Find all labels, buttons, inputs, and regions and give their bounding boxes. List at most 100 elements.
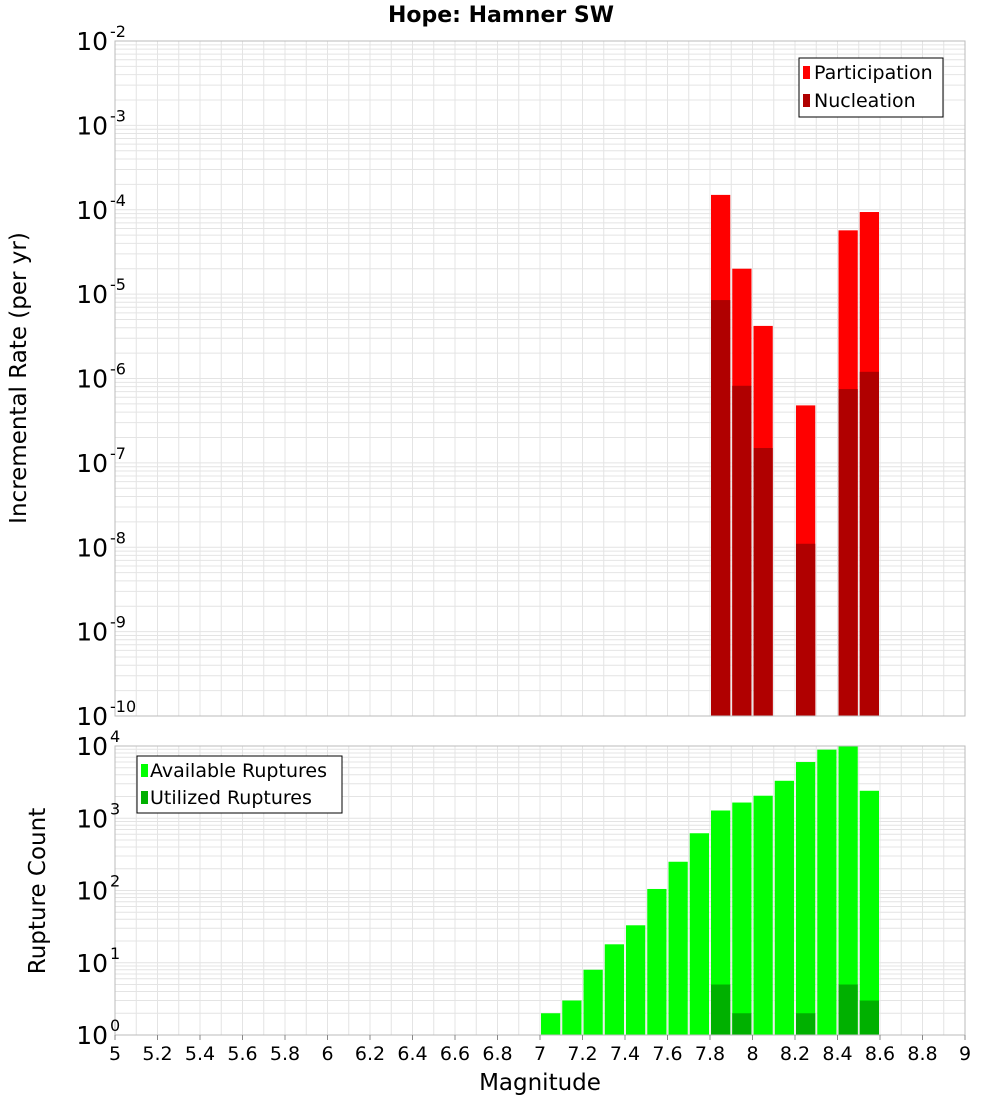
rate-y-tick-base: 10 (76, 196, 108, 225)
utilized-ruptures-bar (732, 1013, 752, 1035)
available-ruptures-bar (732, 802, 752, 1035)
rate-y-tick-base: 10 (76, 702, 108, 731)
available-ruptures-bar (604, 944, 624, 1035)
rate-y-tick-base: 10 (76, 533, 108, 562)
rate-y-tick-exponent: -3 (110, 106, 126, 125)
x-tick-label: 8.4 (822, 1043, 852, 1065)
available-ruptures-bar (647, 888, 667, 1035)
utilized-ruptures-bar (796, 1013, 816, 1035)
x-tick-label: 7.6 (652, 1043, 682, 1065)
count-legend-box (136, 755, 343, 814)
count-y-tick-base: 10 (76, 877, 108, 906)
count-y-tick-exponent: 4 (110, 727, 120, 746)
x-tick-label: 8 (746, 1043, 758, 1065)
count-y-tick-exponent: 1 (110, 944, 120, 963)
x-tick-label: 8.8 (907, 1043, 937, 1065)
count-y-tick-base: 10 (76, 949, 108, 978)
x-tick-label: 7 (534, 1043, 546, 1065)
available-ruptures-bar (668, 861, 688, 1035)
count-grid (114, 746, 966, 1036)
utilized-legend-swatch (141, 791, 148, 804)
rate-y-tick-base: 10 (76, 280, 108, 309)
chart-title: Hope: Hamner SW (388, 3, 614, 28)
rate-plot-frame (114, 40, 966, 717)
rate-y-tick-exponent: -2 (110, 22, 126, 41)
available-legend-swatch (141, 764, 148, 777)
magnitude-x-ticks: 5 5.2 5.4 5.6 5.8 6 6.2 6.4 6.6 6.8 7 7.2 7.4 7.6 7.8 8… (109, 1035, 971, 1065)
count-y-tick-exponent: 3 (110, 799, 120, 818)
x-tick-label: 5 (109, 1043, 121, 1065)
nucleation-bar (838, 389, 858, 716)
available-ruptures-bar (541, 1013, 561, 1035)
participation-legend-swatch (803, 66, 810, 79)
available-ruptures-bar (774, 780, 794, 1035)
rate-legend: Participation Nucleation (798, 57, 944, 118)
rate-y-tick-base: 10 (76, 111, 108, 140)
rate-y-axis-label: Incremental Rate (per yr) (6, 232, 32, 524)
available-ruptures-bar (626, 925, 646, 1035)
rate-y-tick-base: 10 (76, 365, 108, 394)
nucleation-bar (711, 300, 731, 716)
available-ruptures-bar (562, 1000, 582, 1035)
count-legend: Available Ruptures Utilized Ruptures (136, 755, 343, 814)
available-ruptures-bar (689, 833, 709, 1035)
x-axis-label: Magnitude (479, 1070, 601, 1096)
rate-bars (711, 194, 879, 716)
rate-legend-box (798, 57, 944, 118)
rate-y-tick-exponent: -7 (110, 444, 126, 463)
available-ruptures-bar (817, 749, 837, 1035)
rate-y-tick-base: 10 (76, 27, 108, 56)
utilized-ruptures-bar (859, 1000, 879, 1035)
nucleation-bar (753, 448, 773, 716)
x-tick-label: 6.4 (397, 1043, 427, 1065)
count-y-axis-label: Rupture Count (25, 808, 51, 974)
available-ruptures-bar (753, 795, 773, 1035)
x-tick-label: 6.2 (355, 1043, 385, 1065)
participation-legend-label: Participation (814, 62, 933, 84)
count-bars (541, 746, 879, 1035)
x-tick-label: 8.6 (865, 1043, 895, 1065)
x-tick-label: 6.6 (440, 1043, 470, 1065)
rate-y-tick-exponent: -8 (110, 528, 126, 547)
available-ruptures-bar (859, 790, 879, 1035)
x-tick-label: 5.8 (270, 1043, 300, 1065)
count-y-tick-exponent: 2 (110, 872, 120, 891)
rate-y-tick-exponent: -6 (110, 360, 126, 379)
nucleation-bar (859, 371, 879, 716)
x-tick-label: 7.2 (567, 1043, 597, 1065)
nucleation-bar (732, 385, 752, 716)
x-tick-label: 7.8 (695, 1043, 725, 1065)
nucleation-legend-label: Nucleation (814, 90, 916, 112)
rate-y-tick-exponent: -10 (110, 697, 136, 716)
count-y-tick-base: 10 (76, 804, 108, 833)
x-tick-label: 5.6 (227, 1043, 257, 1065)
available-legend-label: Available Ruptures (150, 760, 327, 782)
rate-y-tick-base: 10 (76, 449, 108, 478)
available-ruptures-bar (711, 810, 731, 1035)
x-tick-label: 9 (959, 1043, 971, 1065)
utilized-legend-label: Utilized Ruptures (150, 787, 312, 809)
x-tick-label: 6 (321, 1043, 333, 1065)
nucleation-legend-swatch (803, 94, 810, 107)
rate-y-tick-exponent: -5 (110, 275, 126, 294)
rate-y-tick-base: 10 (76, 618, 108, 647)
x-tick-label: 6.8 (482, 1043, 512, 1065)
rate-y-tick-exponent: -9 (110, 613, 126, 632)
available-ruptures-bar (796, 762, 816, 1035)
rate-y-tick-exponent: -4 (110, 191, 126, 210)
x-tick-label: 8.2 (780, 1043, 810, 1065)
x-tick-label: 5.4 (185, 1043, 215, 1065)
rate-grid (114, 41, 966, 717)
nucleation-bar (796, 543, 816, 716)
available-ruptures-bar (583, 969, 603, 1035)
available-ruptures-bar (838, 746, 858, 1035)
utilized-ruptures-bar (711, 984, 731, 1035)
utilized-ruptures-bar (838, 984, 858, 1035)
count-y-tick-base: 10 (76, 732, 108, 761)
count-y-tick-exponent: 0 (110, 1016, 120, 1035)
